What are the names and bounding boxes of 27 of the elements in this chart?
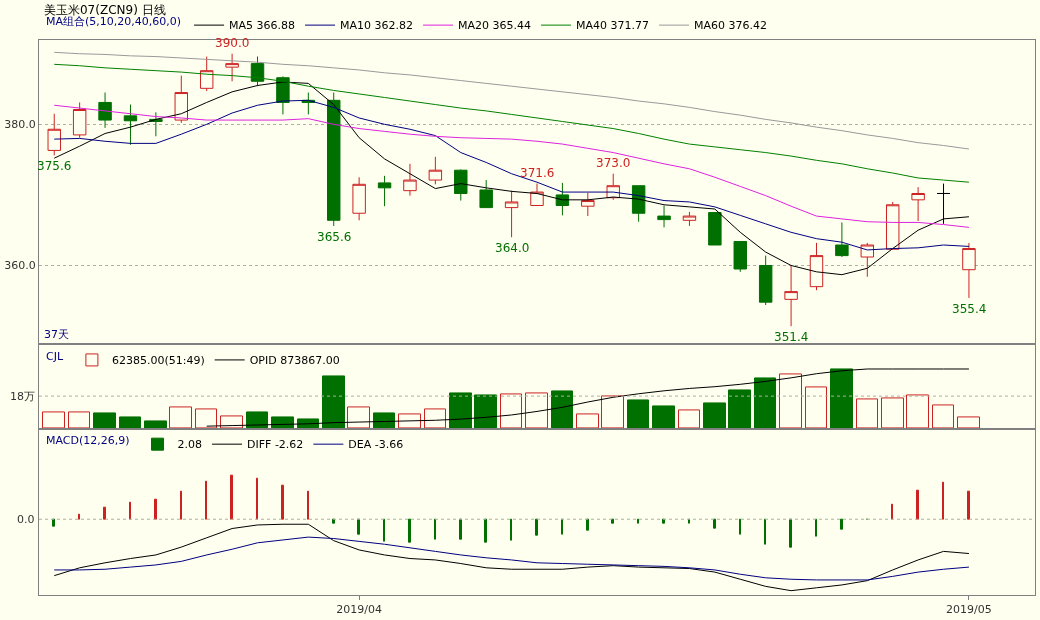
- ref-line-label: 18万: [10, 390, 35, 403]
- annotation: 390.0: [215, 36, 250, 50]
- legend-label: MA5 366.88: [229, 19, 296, 33]
- annotation: 355.4: [952, 302, 987, 316]
- legend-label: MA60 376.42: [694, 19, 768, 33]
- legend-title: MACD(12,26,9): [45, 433, 130, 447]
- legend-label: OPID 873867.00: [249, 354, 340, 368]
- ref-line-label: 0.0: [17, 513, 35, 526]
- annotation: 375.6: [37, 159, 72, 173]
- annotation: 371.6: [520, 166, 555, 180]
- x-tick-label: 2019/04: [336, 603, 382, 617]
- legend-label: MA20 365.44: [458, 19, 532, 33]
- annotation: 351.4: [774, 330, 809, 344]
- y-tick-label: 380.0: [4, 118, 36, 132]
- annotation: 364.0: [495, 241, 530, 255]
- legend-label: DEA -3.66: [348, 438, 404, 452]
- legend-label: MA40 371.77: [576, 19, 650, 33]
- x-tick-label: 2019/05: [946, 603, 992, 617]
- legend-label: MA10 362.82: [340, 19, 414, 33]
- legend-title: CJL: [45, 349, 64, 363]
- legend-label: DIFF -2.62: [247, 438, 304, 452]
- annotation: 365.6: [317, 230, 352, 244]
- annotation: 373.0: [596, 156, 631, 170]
- legend-label: 62385.00(51:49): [111, 354, 205, 368]
- y-tick-label: 360.0: [4, 259, 36, 273]
- annotation: 37天: [44, 328, 69, 341]
- legend-label: 2.08: [177, 438, 203, 452]
